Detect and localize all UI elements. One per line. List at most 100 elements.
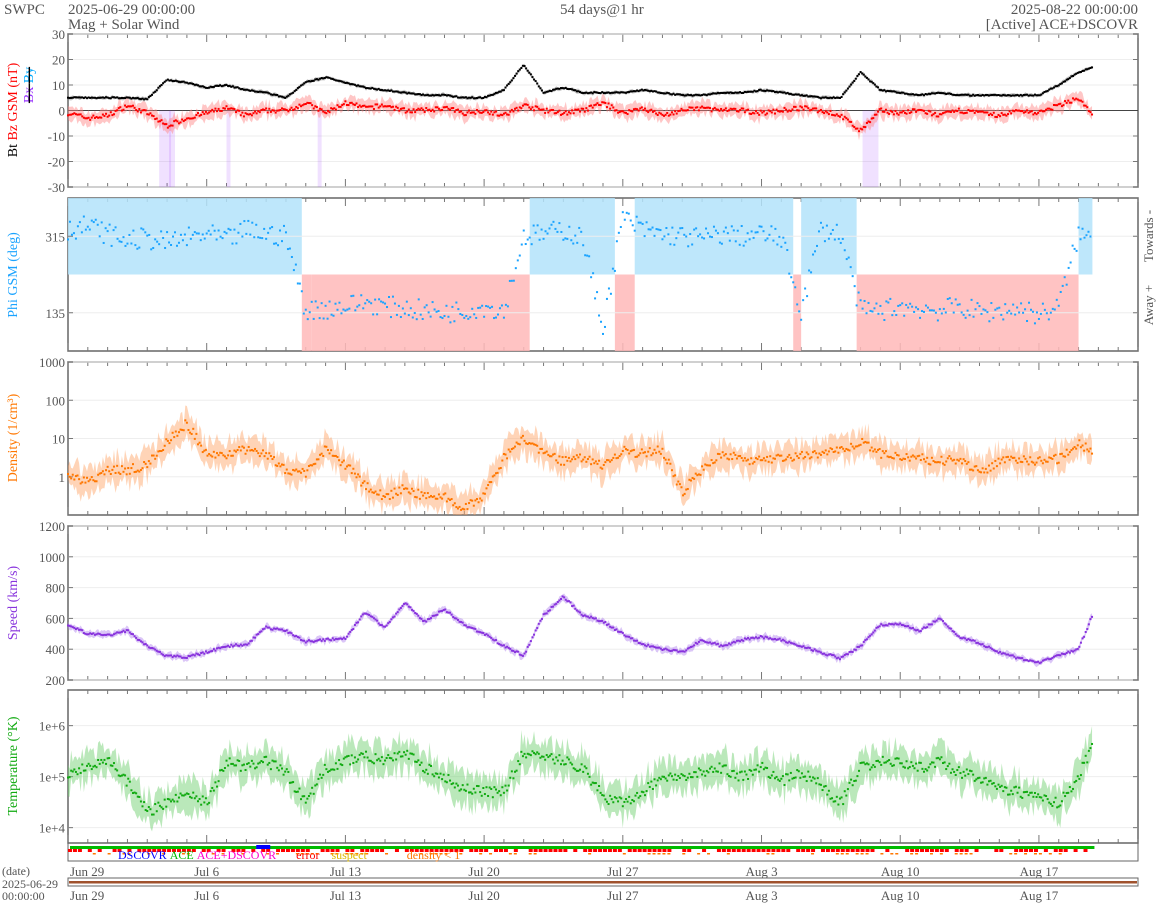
bz-point (894, 110, 897, 113)
error-flag (766, 849, 771, 852)
temperature-point (445, 781, 448, 784)
phi-point (425, 304, 428, 307)
density-point (957, 459, 960, 462)
temperature-point (842, 803, 845, 806)
bz-point (507, 113, 510, 116)
bz-point (515, 106, 518, 109)
phi-point (193, 231, 196, 234)
density-point (131, 463, 134, 466)
temperature-point (1083, 761, 1086, 764)
speed-point (233, 644, 236, 647)
density-point (230, 454, 233, 457)
phi-point (217, 229, 220, 232)
error-flag (251, 849, 256, 852)
temperature-point (827, 789, 830, 792)
bz-point (222, 107, 225, 110)
bz-point (331, 107, 334, 110)
bz-point (230, 107, 233, 110)
bt-point (456, 96, 459, 99)
density-point (891, 456, 894, 459)
temperature-point (804, 775, 807, 778)
temperature-point (417, 759, 420, 762)
phi-point (330, 313, 333, 316)
temperature-point (683, 775, 686, 778)
speed-point (992, 649, 995, 652)
bt-point (174, 79, 177, 82)
density-point (250, 449, 253, 452)
time-range-bar (69, 881, 1137, 884)
bt-point (991, 93, 994, 96)
bz-point (1075, 97, 1078, 100)
temperature-point (76, 773, 79, 776)
temperature-point (238, 759, 241, 762)
temperature-point (899, 762, 902, 765)
phi-point (675, 237, 678, 240)
temperature-point (903, 766, 906, 769)
bt-point (190, 82, 193, 85)
phi-point (578, 226, 581, 229)
speed-point (683, 650, 686, 653)
density-flag (840, 853, 844, 855)
phi-point (730, 225, 733, 228)
bz-point (827, 113, 830, 116)
temperature-point (78, 767, 81, 770)
bz-point (223, 107, 226, 110)
temperature-point (1019, 795, 1022, 798)
bz-point (778, 110, 781, 113)
temperature-point (691, 776, 694, 779)
phi-point (659, 229, 662, 232)
bz-point (390, 106, 393, 109)
bt-point (195, 83, 198, 86)
error-flag (607, 849, 612, 852)
bz-point (661, 113, 664, 116)
temperature-point (567, 758, 570, 761)
bt-point (1046, 89, 1049, 92)
density-point (483, 492, 486, 495)
bz-point (586, 109, 589, 112)
bz-point (986, 111, 989, 114)
speed-point (255, 633, 258, 636)
density-point (823, 451, 826, 454)
speed-point (732, 640, 735, 643)
date-tick-label: Aug 17 (1020, 864, 1059, 879)
speed-point (365, 612, 368, 615)
density-point (472, 504, 475, 507)
bt-point (488, 94, 491, 97)
speed-point (293, 635, 296, 638)
speed-point (786, 641, 789, 644)
speed-point (450, 613, 453, 616)
density-point (1054, 453, 1057, 456)
density-point (785, 458, 788, 461)
bt-point (82, 97, 85, 100)
bt-point (208, 86, 211, 89)
density-point (735, 457, 738, 460)
bz-point (449, 108, 452, 111)
bt-point (753, 89, 756, 92)
speed-point (292, 634, 295, 637)
bz-point (900, 111, 903, 114)
status-legend-dscovr: DSCOVR (118, 848, 167, 862)
bt-point (363, 86, 366, 89)
bt-point (735, 91, 738, 94)
temperature-point (674, 773, 677, 776)
speed-point (877, 626, 880, 629)
speed-point (190, 654, 193, 657)
bz-point (480, 111, 483, 114)
speed-point (785, 641, 788, 644)
phi-point (467, 317, 470, 320)
bt-point (1018, 94, 1021, 97)
speed-point (870, 633, 873, 636)
temperature-point (258, 761, 261, 764)
bt-point (295, 88, 298, 91)
bt-point (945, 93, 948, 96)
error-flag (513, 849, 518, 852)
density-point (756, 458, 759, 461)
density-flag (385, 853, 389, 855)
phi-point (530, 243, 533, 246)
phi-point (871, 310, 874, 313)
density-point (391, 496, 394, 499)
speed-point (561, 595, 564, 598)
phi-point (948, 297, 951, 300)
density-point (916, 455, 919, 458)
bz-point (68, 113, 71, 116)
